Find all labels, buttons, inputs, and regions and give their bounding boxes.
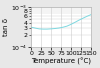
Y-axis label: tan δ: tan δ (4, 18, 10, 36)
X-axis label: Temperature (°C): Temperature (°C) (31, 57, 91, 65)
